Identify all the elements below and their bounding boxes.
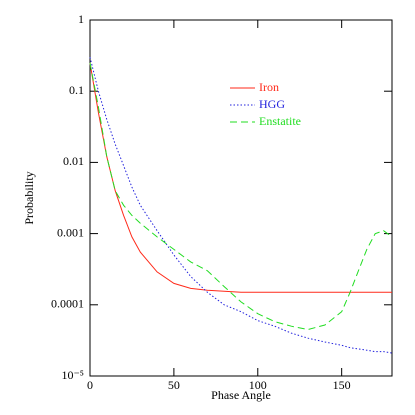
data-line	[89, 62, 392, 293]
x-tick-label: 0	[87, 378, 93, 392]
legend-label: HGG	[259, 97, 285, 111]
data-line	[89, 62, 393, 331]
y-tick-label: 10⁻⁵	[61, 368, 84, 382]
y-tick-label: 1	[78, 12, 84, 26]
legend-label: Iron	[259, 80, 279, 94]
x-axis-label: Phase Angle	[211, 388, 271, 402]
x-tick-label: 150	[333, 378, 351, 392]
y-tick-label: 0.0001	[51, 297, 84, 311]
data-line	[89, 57, 393, 354]
y-tick-label: 0.001	[57, 225, 84, 239]
y-tick-label: 0.1	[69, 83, 84, 97]
x-tick-label: 50	[168, 378, 180, 392]
x-tick-label: 100	[249, 378, 267, 392]
y-tick-label: 0.01	[63, 154, 84, 168]
y-axis-label: Probability	[22, 171, 36, 224]
legend-label: Enstatite	[259, 114, 301, 128]
plot-frame	[89, 19, 393, 377]
